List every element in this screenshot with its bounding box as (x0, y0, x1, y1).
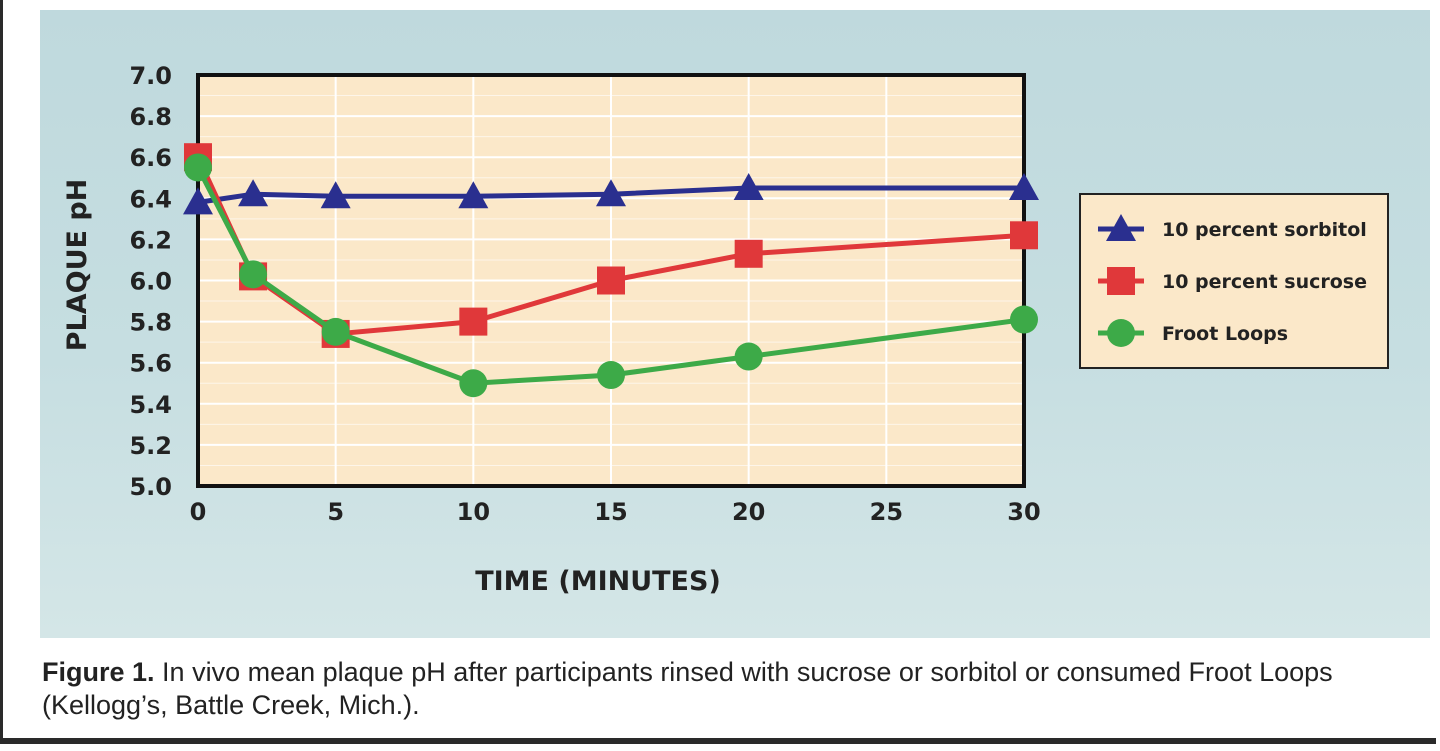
figure-caption: Figure 1. In vivo mean plaque pH after p… (42, 656, 1422, 722)
y-tick-label: 7.0 (129, 62, 172, 90)
data-point-froot-loops (239, 260, 268, 289)
data-point-froot-loops (184, 153, 212, 182)
data-point-10-percent-sucrose (734, 239, 763, 268)
data-point-froot-loops (734, 342, 763, 371)
y-tick-label: 6.2 (129, 226, 172, 254)
data-point-10-percent-sorbitol (733, 173, 764, 201)
x-tick-label: 15 (594, 498, 627, 526)
y-tick-label: 5.8 (129, 309, 172, 337)
legend-label-10-percent-sorbitol: 10 percent sorbitol (1162, 219, 1367, 241)
data-point-froot-loops (321, 317, 350, 346)
caption-text: In vivo mean plaque pH after participant… (42, 657, 1333, 720)
data-point-10-percent-sorbitol (320, 181, 351, 209)
x-tick-label: 30 (1007, 498, 1040, 526)
data-point-10-percent-sorbitol (596, 179, 626, 207)
legend-label-10-percent-sucrose: 10 percent sucrose (1162, 271, 1367, 293)
y-tick-label: 6.6 (129, 144, 172, 172)
x-tick-label: 25 (870, 498, 903, 526)
data-point-froot-loops (1010, 305, 1038, 334)
data-point-10-percent-sucrose (459, 307, 488, 336)
data-point-10-percent-sucrose (597, 266, 625, 295)
y-tick-label: 5.2 (129, 432, 172, 460)
data-point-10-percent-sorbitol (238, 179, 269, 207)
data-point-10-percent-sorbitol (458, 181, 489, 209)
x-tick-label: 5 (327, 498, 344, 526)
x-tick-label: 10 (457, 498, 490, 526)
chart: 5.0 5.2 5.4 5.6 5.8 6.0 6.2 6.4 6.6 6.8 7.0 0 5 10 15 2… (62, 62, 1389, 597)
y-tick-label: 5.4 (129, 391, 172, 419)
legend-marker-froot-loops (1107, 319, 1135, 347)
legend-marker-10-percent-sorbitol (1106, 214, 1136, 241)
data-point-froot-loops (459, 369, 488, 398)
data-point-froot-loops (597, 361, 625, 390)
y-tick-label: 5.6 (129, 350, 172, 378)
data-point-10-percent-sucrose (1010, 221, 1038, 250)
plot-border (196, 73, 1026, 488)
caption-label: Figure 1. (42, 657, 155, 687)
x-tick-label: 0 (190, 498, 207, 526)
legend-marker-10-percent-sucrose (1107, 267, 1135, 295)
y-tick-label: 5.0 (129, 473, 172, 501)
data-point-10-percent-sorbitol (1009, 173, 1039, 201)
y-axis-label: PLAQUE pH (62, 179, 93, 352)
y-tick-label: 6.8 (129, 103, 172, 131)
legend: 10 percent sorbitol 10 percent sucrose Fro… (1079, 193, 1389, 369)
y-tick-label: 6.4 (129, 185, 172, 213)
legend-label-froot-loops: Froot Loops (1162, 323, 1288, 345)
y-tick-label: 6.0 (129, 268, 172, 296)
x-tick-label: 20 (732, 498, 765, 526)
x-axis-label: TIME (MINUTES) (475, 566, 721, 597)
data-point-10-percent-sorbitol (183, 187, 213, 215)
